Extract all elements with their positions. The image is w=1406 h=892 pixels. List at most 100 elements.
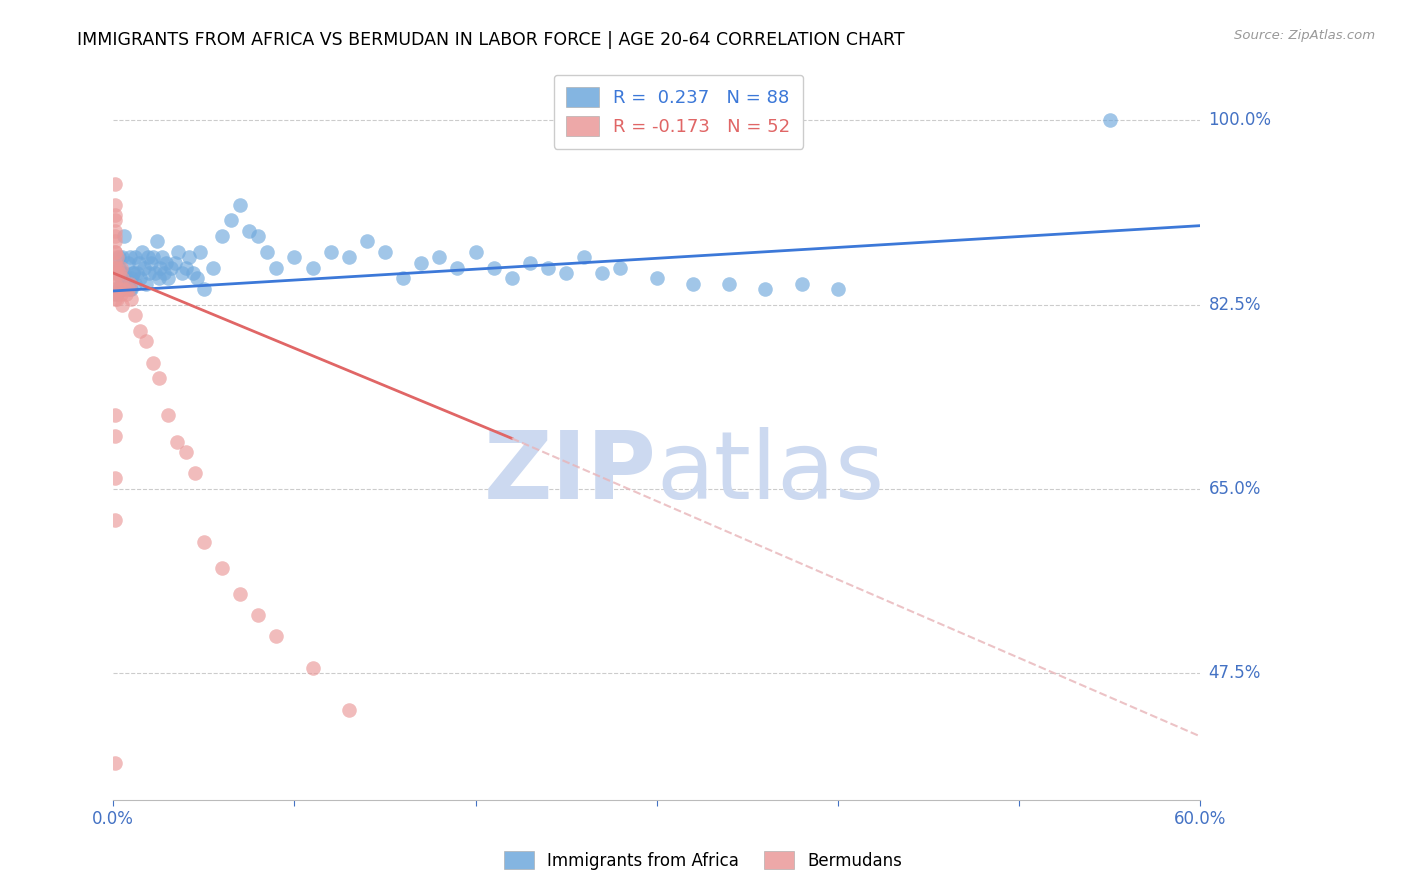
Point — [148, 371, 170, 385]
Point — [110, 266, 132, 280]
Point — [118, 277, 141, 291]
Point — [142, 250, 165, 264]
Point — [125, 266, 148, 280]
Point — [111, 298, 134, 312]
Point — [141, 255, 163, 269]
Point — [112, 229, 135, 244]
Point — [135, 277, 157, 291]
Text: 82.5%: 82.5% — [1209, 295, 1261, 314]
Point — [117, 255, 139, 269]
Point — [266, 629, 288, 643]
Point — [574, 250, 596, 264]
Point — [111, 271, 134, 285]
Text: ZIP: ZIP — [484, 426, 657, 518]
Point — [174, 260, 197, 275]
Point — [319, 244, 342, 259]
Point — [184, 466, 207, 480]
Point — [110, 260, 132, 275]
Point — [238, 224, 260, 238]
Point — [111, 250, 134, 264]
Point — [143, 266, 166, 280]
Point — [104, 429, 127, 443]
Point — [172, 266, 194, 280]
Point — [104, 408, 127, 422]
Point — [219, 213, 242, 227]
Legend: R =  0.237   N = 88, R = -0.173   N = 52: R = 0.237 N = 88, R = -0.173 N = 52 — [554, 75, 803, 149]
Text: atlas: atlas — [657, 426, 884, 518]
Point — [124, 277, 146, 291]
Point — [124, 250, 146, 264]
Point — [104, 213, 127, 227]
Point — [117, 282, 139, 296]
Point — [105, 250, 128, 264]
Point — [105, 293, 128, 307]
Point — [117, 277, 139, 291]
Point — [136, 250, 159, 264]
Point — [104, 293, 127, 307]
Point — [107, 282, 129, 296]
Point — [609, 260, 631, 275]
Point — [229, 587, 252, 601]
Point — [135, 334, 157, 349]
Point — [174, 445, 197, 459]
Point — [118, 250, 141, 264]
Point — [104, 255, 127, 269]
Text: Source: ZipAtlas.com: Source: ZipAtlas.com — [1234, 29, 1375, 42]
Point — [188, 244, 211, 259]
Point — [337, 250, 360, 264]
Point — [682, 277, 704, 291]
Point — [555, 266, 578, 280]
Point — [266, 260, 288, 275]
Point — [129, 324, 152, 338]
Point — [247, 229, 270, 244]
Point — [110, 277, 132, 291]
Point — [115, 271, 138, 285]
Point — [229, 197, 252, 211]
Point — [163, 255, 186, 269]
Point — [104, 260, 127, 275]
Point — [112, 277, 135, 291]
Point — [132, 260, 155, 275]
Point — [105, 287, 128, 301]
Point — [156, 271, 179, 285]
Point — [104, 287, 127, 301]
Point — [145, 235, 167, 249]
Point — [104, 266, 127, 280]
Point — [446, 260, 468, 275]
Point — [149, 260, 172, 275]
Point — [104, 244, 127, 259]
Point — [827, 282, 849, 296]
Point — [104, 514, 127, 528]
Point — [411, 255, 433, 269]
Point — [150, 250, 173, 264]
Point — [104, 244, 127, 259]
Point — [301, 661, 323, 675]
Point — [120, 271, 142, 285]
Point — [166, 434, 188, 449]
Point — [301, 260, 323, 275]
Point — [128, 255, 150, 269]
Point — [193, 534, 215, 549]
Point — [104, 282, 127, 296]
Point — [120, 293, 142, 307]
Point — [124, 308, 146, 322]
Point — [148, 271, 170, 285]
Point — [356, 235, 378, 249]
Point — [374, 244, 396, 259]
Point — [181, 266, 204, 280]
Point — [110, 282, 132, 296]
Point — [107, 260, 129, 275]
Point — [211, 229, 233, 244]
Point — [179, 250, 201, 264]
Point — [105, 266, 128, 280]
Point — [501, 271, 523, 285]
Point — [104, 177, 127, 191]
Point — [107, 250, 129, 264]
Point — [718, 277, 741, 291]
Point — [645, 271, 668, 285]
Text: IMMIGRANTS FROM AFRICA VS BERMUDAN IN LABOR FORCE | AGE 20-64 CORRELATION CHART: IMMIGRANTS FROM AFRICA VS BERMUDAN IN LA… — [77, 31, 905, 49]
Point — [155, 255, 177, 269]
Point — [105, 260, 128, 275]
Point — [519, 255, 541, 269]
Point — [754, 282, 776, 296]
